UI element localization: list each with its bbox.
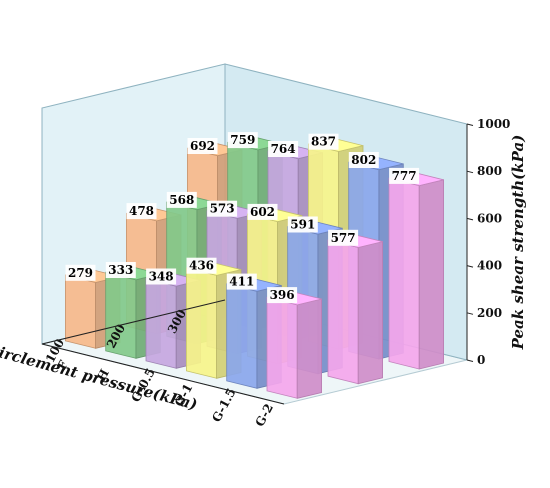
bar-side-face	[357, 241, 384, 385]
bar-G-1-100: 436	[185, 257, 242, 379]
data-label-background	[268, 141, 299, 157]
data-label: 411	[229, 275, 254, 289]
data-label-background	[348, 152, 379, 168]
bar-side-face	[296, 298, 323, 399]
data-label: 759	[230, 133, 255, 147]
data-label: 348	[149, 270, 174, 284]
depth-tick-label: G-2	[252, 401, 276, 429]
data-label-background	[328, 229, 359, 246]
y-tick-label: 400	[477, 259, 502, 273]
data-label: 333	[108, 263, 133, 277]
y-tick-mark	[466, 123, 474, 126]
data-label-background	[146, 268, 177, 285]
data-label: 837	[311, 135, 336, 149]
y-tick-mark	[466, 359, 474, 362]
data-label-background	[126, 203, 157, 220]
data-label: 764	[271, 142, 296, 156]
data-label-background	[267, 287, 298, 304]
y-tick-label: 800	[477, 164, 502, 178]
data-label-background	[166, 191, 197, 208]
data-label-background	[207, 200, 238, 217]
x-axis-line	[41, 299, 226, 345]
data-label: 436	[189, 259, 214, 273]
bar-G-2-200: 577	[327, 229, 384, 385]
y-tick-mark	[466, 217, 474, 221]
data-label: 396	[270, 288, 295, 302]
data-label-background	[65, 264, 96, 281]
data-label-background	[308, 133, 339, 150]
data-label: 573	[210, 202, 235, 216]
data-label: 478	[129, 204, 154, 218]
y-tick-label: 0	[477, 353, 485, 367]
data-label: 692	[190, 139, 215, 153]
y-tick-mark	[466, 312, 474, 315]
data-label: 577	[331, 231, 356, 245]
data-label: 591	[290, 218, 315, 232]
y-tick-mark	[466, 170, 474, 174]
data-label-background	[226, 273, 257, 290]
data-label-background	[187, 138, 218, 154]
data-label-background	[247, 203, 278, 220]
bar-front-face	[388, 177, 420, 370]
bar-front-face	[226, 283, 258, 389]
data-label-background	[105, 262, 136, 278]
y-tick-label: 200	[477, 306, 502, 320]
bar-G-2-300: 777	[388, 167, 445, 370]
chart-bars: 692 478 759 279 568 764 333 573 837 348 602 802 436 5…	[65, 132, 445, 399]
data-label: 279	[68, 266, 93, 280]
bar-G-2-100: 396	[266, 287, 323, 399]
y-tick-label: 1000	[477, 117, 510, 131]
y-tick-mark	[466, 265, 474, 268]
data-label: 802	[351, 153, 376, 167]
y-axis-title: Peak shear strength(kPa)	[509, 135, 527, 351]
bar-front-face	[327, 239, 359, 385]
bar-side-face	[418, 179, 445, 370]
y-tick-label: 600	[477, 211, 502, 225]
data-label-background	[227, 132, 258, 149]
bar-front-face	[266, 296, 298, 399]
data-label: 777	[392, 169, 417, 183]
data-label: 568	[169, 193, 194, 207]
data-label-background	[287, 216, 318, 233]
data-label-background	[389, 167, 420, 184]
data-label-background	[186, 257, 217, 274]
depth-axis-line	[41, 343, 285, 405]
data-label: 602	[250, 205, 275, 219]
bar-front-face	[185, 267, 218, 379]
